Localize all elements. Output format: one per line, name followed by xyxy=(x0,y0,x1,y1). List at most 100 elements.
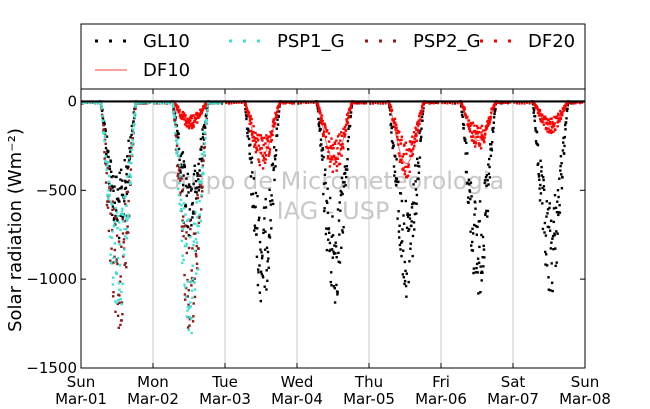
data-point xyxy=(188,315,191,319)
x-tick-label-date: Mar-01 xyxy=(55,390,107,408)
data-point xyxy=(417,177,420,180)
data-point xyxy=(183,164,186,167)
data-point xyxy=(349,114,352,118)
data-point xyxy=(193,249,196,252)
data-point xyxy=(402,222,406,225)
data-point xyxy=(195,191,198,194)
data-point xyxy=(485,184,488,187)
data-point xyxy=(275,127,278,130)
data-point xyxy=(416,122,419,126)
data-point xyxy=(111,213,114,217)
data-point xyxy=(464,113,467,117)
data-point xyxy=(193,119,197,123)
data-point xyxy=(492,116,496,119)
data-point xyxy=(180,113,183,117)
data-point xyxy=(329,280,332,284)
data-point xyxy=(118,288,121,291)
data-point xyxy=(185,177,188,180)
data-point xyxy=(251,171,254,174)
data-point xyxy=(411,254,414,258)
data-point xyxy=(336,135,340,138)
data-point xyxy=(488,165,491,169)
data-point xyxy=(539,183,542,187)
data-point xyxy=(420,109,423,113)
data-point xyxy=(417,161,420,164)
legend-entry: DF20 xyxy=(480,31,575,52)
data-point xyxy=(194,252,198,256)
data-point xyxy=(327,227,331,230)
data-point xyxy=(397,180,400,183)
data-point xyxy=(565,109,569,113)
data-point xyxy=(536,111,540,115)
data-point xyxy=(123,159,126,162)
data-point xyxy=(379,102,382,105)
data-point xyxy=(275,114,278,117)
data-point xyxy=(176,174,179,178)
data-point xyxy=(563,144,566,148)
data-point xyxy=(410,143,413,146)
data-point xyxy=(484,213,487,217)
data-point xyxy=(202,172,205,175)
data-point xyxy=(258,240,262,244)
data-point xyxy=(484,132,487,136)
data-point xyxy=(255,140,258,144)
data-point xyxy=(193,295,197,299)
data-point xyxy=(558,177,561,180)
data-point xyxy=(482,265,485,268)
data-point xyxy=(536,163,539,166)
data-point xyxy=(111,230,114,233)
data-point xyxy=(270,194,273,197)
data-point xyxy=(564,128,567,131)
data-point xyxy=(342,127,345,130)
data-point xyxy=(122,238,126,241)
data-point xyxy=(276,134,279,137)
data-point xyxy=(534,126,537,130)
data-point xyxy=(99,101,102,104)
data-point xyxy=(390,108,394,112)
data-point xyxy=(339,193,343,197)
data-point xyxy=(337,142,340,145)
data-point xyxy=(190,116,193,119)
data-point xyxy=(115,301,118,304)
data-point xyxy=(198,213,202,216)
data-point xyxy=(144,102,147,105)
data-point xyxy=(111,205,115,208)
data-point xyxy=(562,136,565,140)
data-point xyxy=(470,195,473,198)
data-point xyxy=(473,124,476,127)
data-point xyxy=(397,230,401,233)
data-point xyxy=(129,173,132,177)
data-point xyxy=(276,110,279,113)
data-point xyxy=(158,102,161,105)
data-point xyxy=(344,184,347,187)
data-point xyxy=(190,284,193,287)
data-point xyxy=(532,111,535,114)
data-point xyxy=(327,238,330,241)
data-point xyxy=(102,128,105,131)
data-point xyxy=(121,313,124,316)
data-point xyxy=(469,124,472,127)
data-point xyxy=(323,124,327,127)
data-point xyxy=(112,261,116,264)
data-point xyxy=(180,239,184,242)
data-point xyxy=(149,101,152,104)
data-point xyxy=(473,213,476,216)
data-point xyxy=(268,188,271,191)
data-point xyxy=(182,160,186,163)
data-point xyxy=(175,135,178,138)
data-point xyxy=(258,291,261,294)
data-point xyxy=(574,102,577,105)
data-point xyxy=(261,167,265,170)
data-point xyxy=(219,102,221,105)
data-point xyxy=(337,260,340,263)
data-point xyxy=(556,125,559,128)
data-point xyxy=(179,179,182,182)
data-point xyxy=(326,211,330,214)
data-point xyxy=(131,139,134,142)
data-point xyxy=(190,224,193,227)
data-point xyxy=(114,300,117,303)
data-point xyxy=(266,139,270,143)
data-point xyxy=(374,101,377,104)
data-point xyxy=(460,102,463,105)
data-point xyxy=(176,150,179,153)
